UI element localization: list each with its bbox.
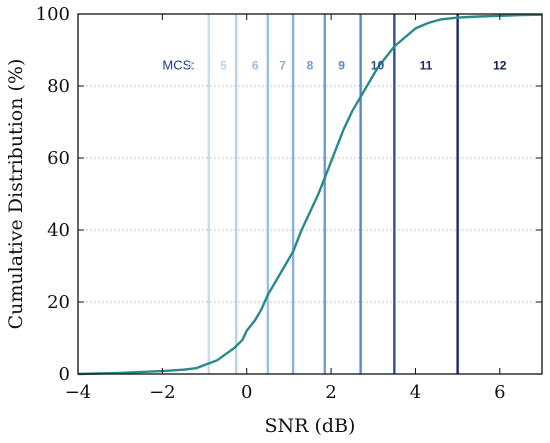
x-axis-label: SNR (dB) bbox=[265, 415, 356, 437]
mcs-label-12: 12 bbox=[493, 58, 507, 72]
x-tick-label: −2 bbox=[149, 382, 176, 403]
y-axis-ticks: 0 20 40 60 80 100 bbox=[36, 4, 542, 385]
mcs-label-9: 9 bbox=[338, 58, 345, 72]
x-tick-label: 4 bbox=[410, 382, 421, 403]
mcs-label-11: 11 bbox=[420, 58, 433, 72]
y-tick-label: 20 bbox=[47, 292, 70, 313]
cdf-series-line bbox=[77, 13, 543, 376]
mcs-label-5: 5 bbox=[220, 58, 227, 72]
mcs-header-label: MCS: bbox=[162, 57, 195, 72]
mcs-label-8: 8 bbox=[307, 58, 314, 72]
x-tick-label: 6 bbox=[494, 382, 505, 403]
mcs-label-4: 4 bbox=[186, 58, 193, 72]
y-tick-label: 60 bbox=[47, 148, 70, 169]
mcs-threshold-lines bbox=[207, 14, 459, 374]
x-tick-label: −4 bbox=[65, 382, 92, 403]
grid-lines bbox=[78, 85, 542, 303]
y-tick-label: 80 bbox=[47, 76, 70, 97]
mcs-label-10: 10 bbox=[371, 58, 385, 72]
x-tick-label: 0 bbox=[241, 382, 252, 403]
y-tick-label: 0 bbox=[59, 364, 70, 385]
y-tick-label: 40 bbox=[47, 220, 70, 241]
mcs-label-6: 6 bbox=[252, 58, 259, 72]
mcs-label-7: 7 bbox=[279, 58, 286, 72]
y-tick-label: 100 bbox=[36, 4, 70, 25]
x-tick-label: 2 bbox=[325, 382, 336, 403]
plot-frame bbox=[77, 13, 543, 375]
x-axis-ticks: −4 −2 0 2 4 6 bbox=[65, 14, 506, 403]
mcs-labels: MCS:4 5 6 7 8 9 10 11 12 bbox=[162, 57, 506, 72]
y-axis-label: Cumulative Distribution (%) bbox=[5, 59, 27, 330]
